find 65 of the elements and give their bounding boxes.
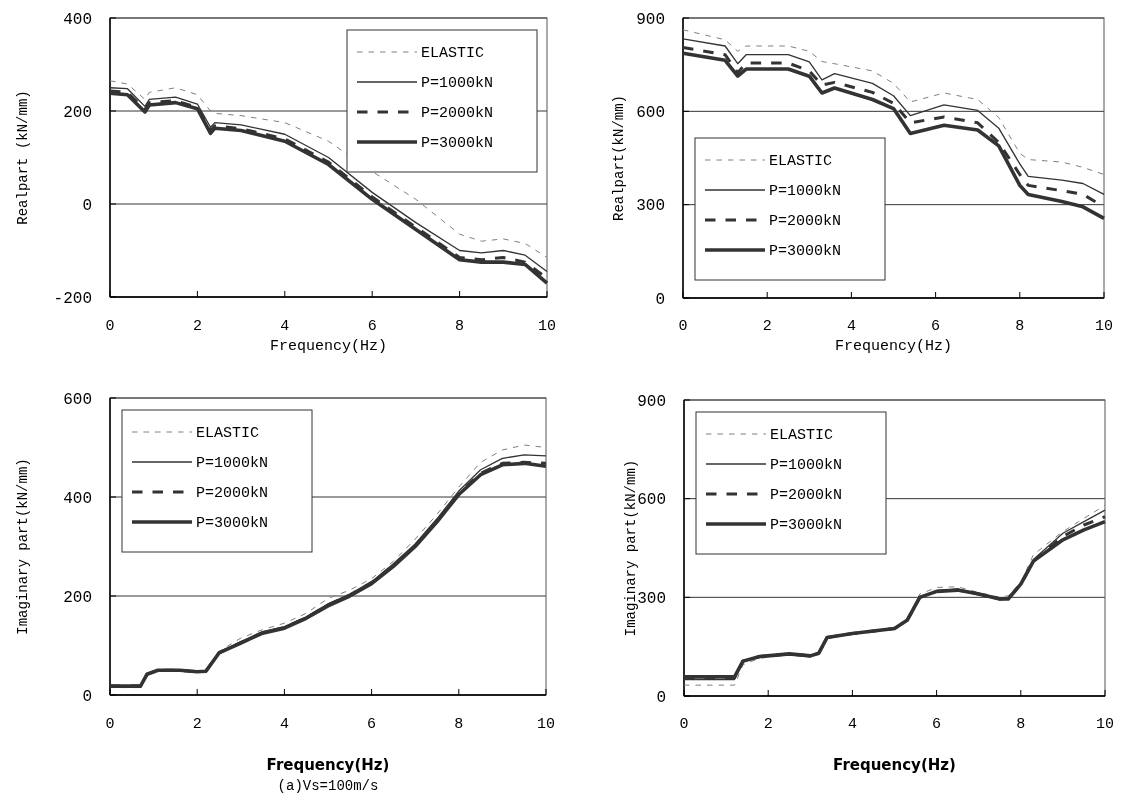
y-tick-label: 600 (636, 103, 665, 122)
y-tick-label: 900 (636, 10, 665, 29)
y-tick-label: 0 (82, 196, 92, 215)
legend-label: P=3000kN (196, 515, 269, 533)
legend-label: ELASTIC (421, 45, 485, 63)
x-axis-title: Frequency(Hz) (834, 338, 953, 355)
x-tick-label: 8 (1015, 318, 1025, 335)
legend-label: P=2000kN (196, 485, 269, 503)
y-axis-title: Imaginary part(kN/mm) (14, 458, 31, 635)
x-tick-label: 10 (537, 318, 557, 335)
y-axis-title: Imaginary part(kN/mm) (622, 459, 639, 637)
x-tick-label: 6 (367, 716, 377, 733)
x-tick-label: 6 (932, 716, 942, 733)
y-tick-label: 400 (63, 10, 92, 29)
x-tick-label: 0 (678, 318, 688, 335)
x-tick-label: 10 (1094, 318, 1114, 335)
x-tick-label: 4 (280, 318, 290, 335)
legend-label: ELASTIC (769, 153, 833, 171)
legend-label: P=2000kN (421, 105, 494, 123)
y-tick-label: -200 (53, 289, 92, 308)
legend-label: P=1000kN (196, 455, 269, 473)
x-tick-label: 2 (192, 716, 202, 733)
y-tick-label: 200 (63, 103, 92, 122)
legend-label: P=1000kN (769, 183, 842, 201)
y-tick-label: 300 (636, 197, 665, 216)
y-tick-label: 400 (63, 489, 92, 508)
x-tick-label: 8 (455, 318, 465, 335)
y-tick-label: 200 (63, 588, 92, 607)
x-tick-label: 4 (846, 318, 856, 335)
x-tick-label: 8 (1016, 716, 1026, 733)
legend-label: ELASTIC (770, 427, 834, 445)
x-tick-label: 10 (1095, 716, 1115, 733)
x-tick-label: 6 (367, 318, 377, 335)
legend-label: P=1000kN (421, 75, 494, 93)
x-tick-label: 8 (454, 716, 464, 733)
x-tick-label: 4 (847, 716, 857, 733)
legend-label: P=3000kN (421, 135, 494, 153)
x-tick-label: 2 (192, 318, 202, 335)
legend-label: P=2000kN (769, 213, 842, 231)
x-axis-title: Frequency(Hz) (833, 756, 956, 774)
x-tick-label: 0 (105, 318, 115, 335)
x-tick-label: 10 (536, 716, 556, 733)
legend-label: ELASTIC (196, 425, 260, 443)
y-axis-title: Realpart (kN/mm) (14, 90, 31, 225)
x-tick-label: 0 (679, 716, 689, 733)
x-axis-title: Frequency(Hz) (269, 338, 388, 355)
legend-label: P=2000kN (770, 487, 843, 505)
y-tick-label: 600 (63, 390, 92, 409)
y-tick-label: 300 (637, 589, 666, 608)
y-tick-label: 0 (655, 290, 665, 309)
y-tick-label: 900 (637, 392, 666, 411)
y-axis-title: Realpart(kN/mm) (610, 94, 627, 222)
x-tick-label: 2 (763, 716, 773, 733)
y-tick-label: 0 (656, 688, 666, 707)
x-axis-title: Frequency(Hz) (266, 756, 390, 774)
x-tick-label: 0 (105, 716, 115, 733)
y-tick-label: 600 (637, 491, 666, 510)
legend-label: P=3000kN (769, 243, 842, 261)
x-tick-label: 4 (279, 716, 289, 733)
y-tick-label: 0 (82, 687, 92, 706)
x-tick-label: 2 (762, 318, 772, 335)
legend-label: P=1000kN (770, 457, 843, 475)
text: (a)Vs=100m/s (277, 778, 379, 794)
legend-label: P=3000kN (770, 517, 843, 535)
x-tick-label: 6 (931, 318, 941, 335)
